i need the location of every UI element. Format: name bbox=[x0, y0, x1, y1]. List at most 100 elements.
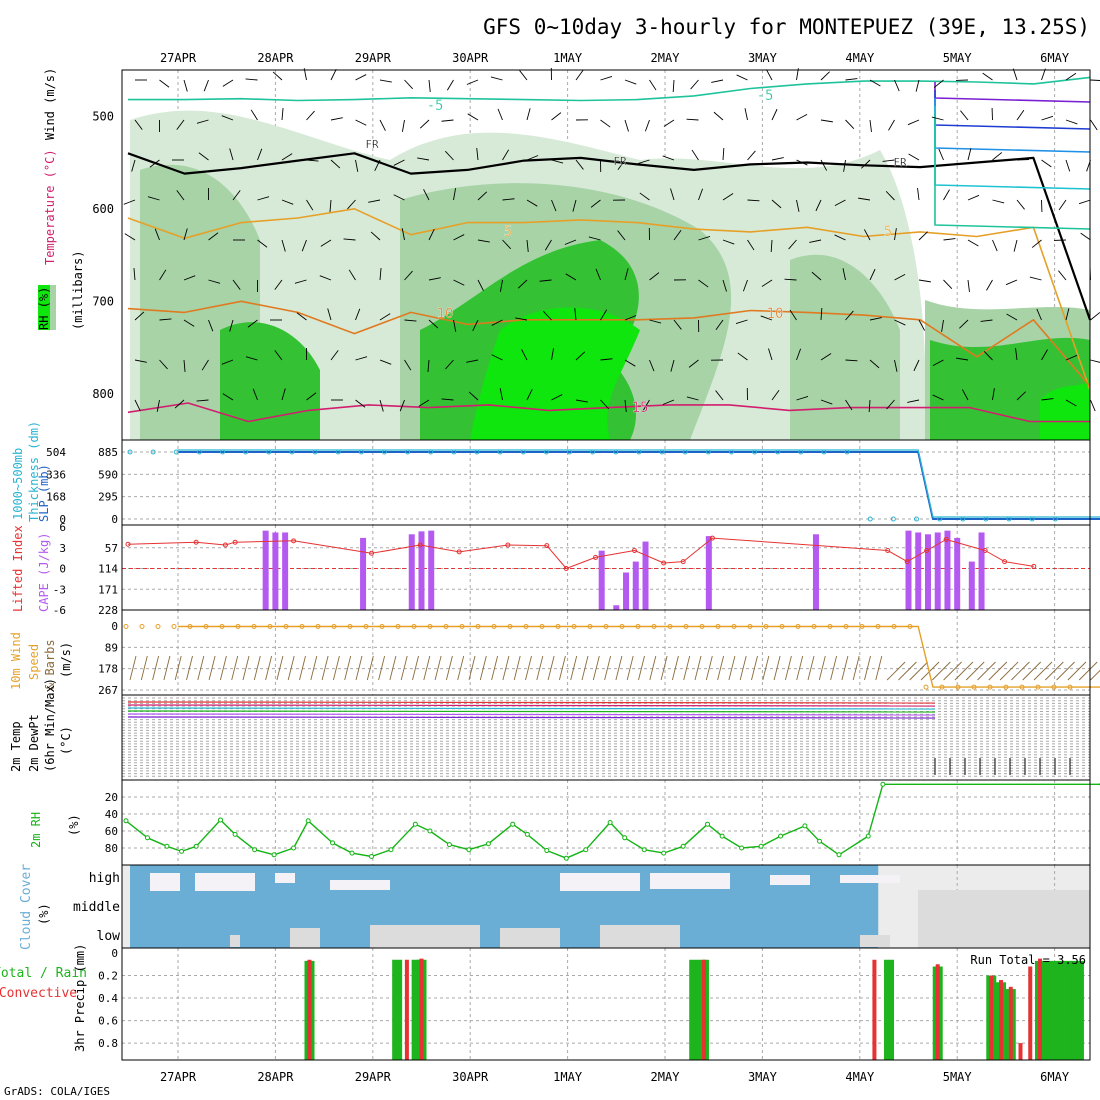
upper-wind-barb bbox=[564, 239, 577, 245]
x-tick-label-bottom: 4MAY bbox=[845, 1070, 875, 1084]
legend-total-rain: Total / Rain bbox=[0, 966, 87, 981]
surface-wind-barb bbox=[570, 655, 578, 681]
upper-wind-barb bbox=[404, 270, 413, 281]
upper-wind-barb bbox=[956, 357, 969, 361]
wind-speed-marker bbox=[203, 623, 209, 629]
upper-wind-barb bbox=[526, 108, 531, 121]
surface-wind-barb bbox=[1022, 661, 1042, 681]
upper-wind-barb bbox=[992, 152, 1003, 161]
upper-wind-barb bbox=[770, 239, 773, 253]
cloud-gap-low bbox=[290, 928, 320, 948]
cape-bar bbox=[915, 532, 922, 610]
upper-wind-barb bbox=[229, 148, 234, 161]
upper-wind-barb bbox=[715, 390, 724, 401]
surface-wind-barb bbox=[197, 655, 205, 681]
upper-wind-barb bbox=[404, 359, 412, 371]
upper-wind-barb bbox=[771, 199, 782, 209]
surface-wind-barb bbox=[1044, 661, 1064, 681]
upper-wind-barb bbox=[272, 71, 283, 81]
upper-wind-barb bbox=[845, 310, 854, 321]
surface-wind-barb bbox=[999, 661, 1019, 681]
wind-speed-marker bbox=[411, 623, 417, 629]
upper-wind-barb bbox=[149, 159, 160, 168]
rh2m-marker bbox=[446, 842, 452, 848]
upper-wind-barb bbox=[624, 359, 636, 367]
upper-wind-barb bbox=[379, 119, 386, 131]
temp-series-line bbox=[127, 710, 936, 713]
legend-wind: Wind (m/s) bbox=[43, 68, 57, 140]
cloud-gap-high bbox=[150, 873, 180, 891]
rh2m-marker bbox=[412, 821, 418, 827]
precip-tick-label: 0.8 bbox=[98, 1037, 118, 1050]
surface-wind-barb bbox=[1056, 661, 1075, 681]
lifted-index-marker bbox=[943, 536, 949, 542]
slp-marker bbox=[613, 449, 619, 455]
upper-wind-barb bbox=[147, 196, 160, 201]
legend-10m-wind: 10m Wind bbox=[9, 632, 23, 690]
wind-tick-label: 178 bbox=[98, 663, 118, 676]
surface-wind-barb bbox=[400, 655, 408, 681]
slp-marker bbox=[1029, 516, 1035, 522]
slp-marker bbox=[890, 516, 896, 522]
cloud-gap-high bbox=[770, 875, 810, 885]
upper-wind-barb bbox=[574, 308, 577, 321]
rh2m-marker bbox=[232, 831, 238, 837]
surface-wind-barb bbox=[683, 655, 691, 681]
surface-wind-barb bbox=[242, 655, 250, 681]
surface-wind-barb bbox=[773, 655, 781, 681]
isotherm-line-10 bbox=[127, 300, 1091, 387]
cloud-gap-low bbox=[860, 935, 890, 947]
upper-wind-barb bbox=[491, 319, 503, 326]
slp-tick-label: 590 bbox=[98, 468, 118, 481]
cloud-layer-label-low: low bbox=[97, 929, 121, 944]
thickness-tick-label: 168 bbox=[46, 491, 66, 504]
upper-wind-barb bbox=[742, 279, 748, 292]
cape-bar bbox=[968, 561, 975, 610]
pressure-axis-label: (millibars) bbox=[71, 251, 85, 330]
rh2m-marker bbox=[607, 820, 613, 825]
upper-wind-barb bbox=[250, 109, 258, 121]
wind-speed-marker bbox=[667, 623, 673, 629]
rh2m-line bbox=[125, 783, 1100, 859]
rh-legend-swatch-2 bbox=[50, 285, 56, 330]
lifted-index-marker bbox=[417, 542, 423, 548]
upper-wind-barb bbox=[863, 229, 871, 241]
upper-wind-barb bbox=[886, 399, 895, 410]
li-tick-label: -6 bbox=[53, 604, 66, 617]
upper-wind-barb bbox=[698, 188, 704, 201]
rh2m-marker bbox=[836, 852, 842, 858]
slp-marker bbox=[914, 516, 920, 522]
upper-wind-barb bbox=[711, 79, 724, 83]
rh2m-marker bbox=[641, 847, 647, 853]
upper-wind-barb bbox=[1080, 232, 1091, 241]
cape-bar bbox=[428, 530, 435, 610]
upper-wind-barb bbox=[428, 319, 439, 329]
rh2m-marker bbox=[705, 821, 711, 827]
upper-wind-barb bbox=[932, 394, 944, 401]
precip-convective-bar bbox=[935, 964, 940, 1060]
lifted-index-marker bbox=[1031, 563, 1037, 569]
surface-wind-barb bbox=[728, 655, 736, 681]
upper-wind-barb bbox=[379, 399, 384, 412]
upper-wind-barb bbox=[466, 359, 479, 363]
upper-wind-barb bbox=[515, 317, 528, 321]
wind-speed-marker bbox=[635, 623, 641, 629]
surface-wind-barb bbox=[502, 655, 510, 681]
upper-wind-barb bbox=[869, 119, 872, 132]
upper-wind-barb bbox=[820, 353, 832, 361]
wind-speed-line bbox=[178, 625, 1100, 688]
upper-wind-barb bbox=[992, 239, 998, 252]
slp-marker bbox=[243, 449, 249, 455]
upper-wind-barb bbox=[183, 275, 196, 281]
x-tick-label-top: 30APR bbox=[452, 51, 489, 65]
surface-wind-barb bbox=[1078, 661, 1098, 681]
cape-bar bbox=[954, 537, 961, 610]
x-tick-label-top: 28APR bbox=[257, 51, 294, 65]
surface-wind-barb bbox=[366, 655, 374, 681]
lifted-index-marker bbox=[982, 548, 988, 554]
upper-wind-barb bbox=[198, 152, 209, 161]
upper-wind-barb bbox=[502, 198, 515, 201]
upper-wind-barb bbox=[722, 147, 725, 161]
upper-wind-barb bbox=[156, 399, 160, 412]
upper-wind-barb bbox=[565, 273, 577, 281]
